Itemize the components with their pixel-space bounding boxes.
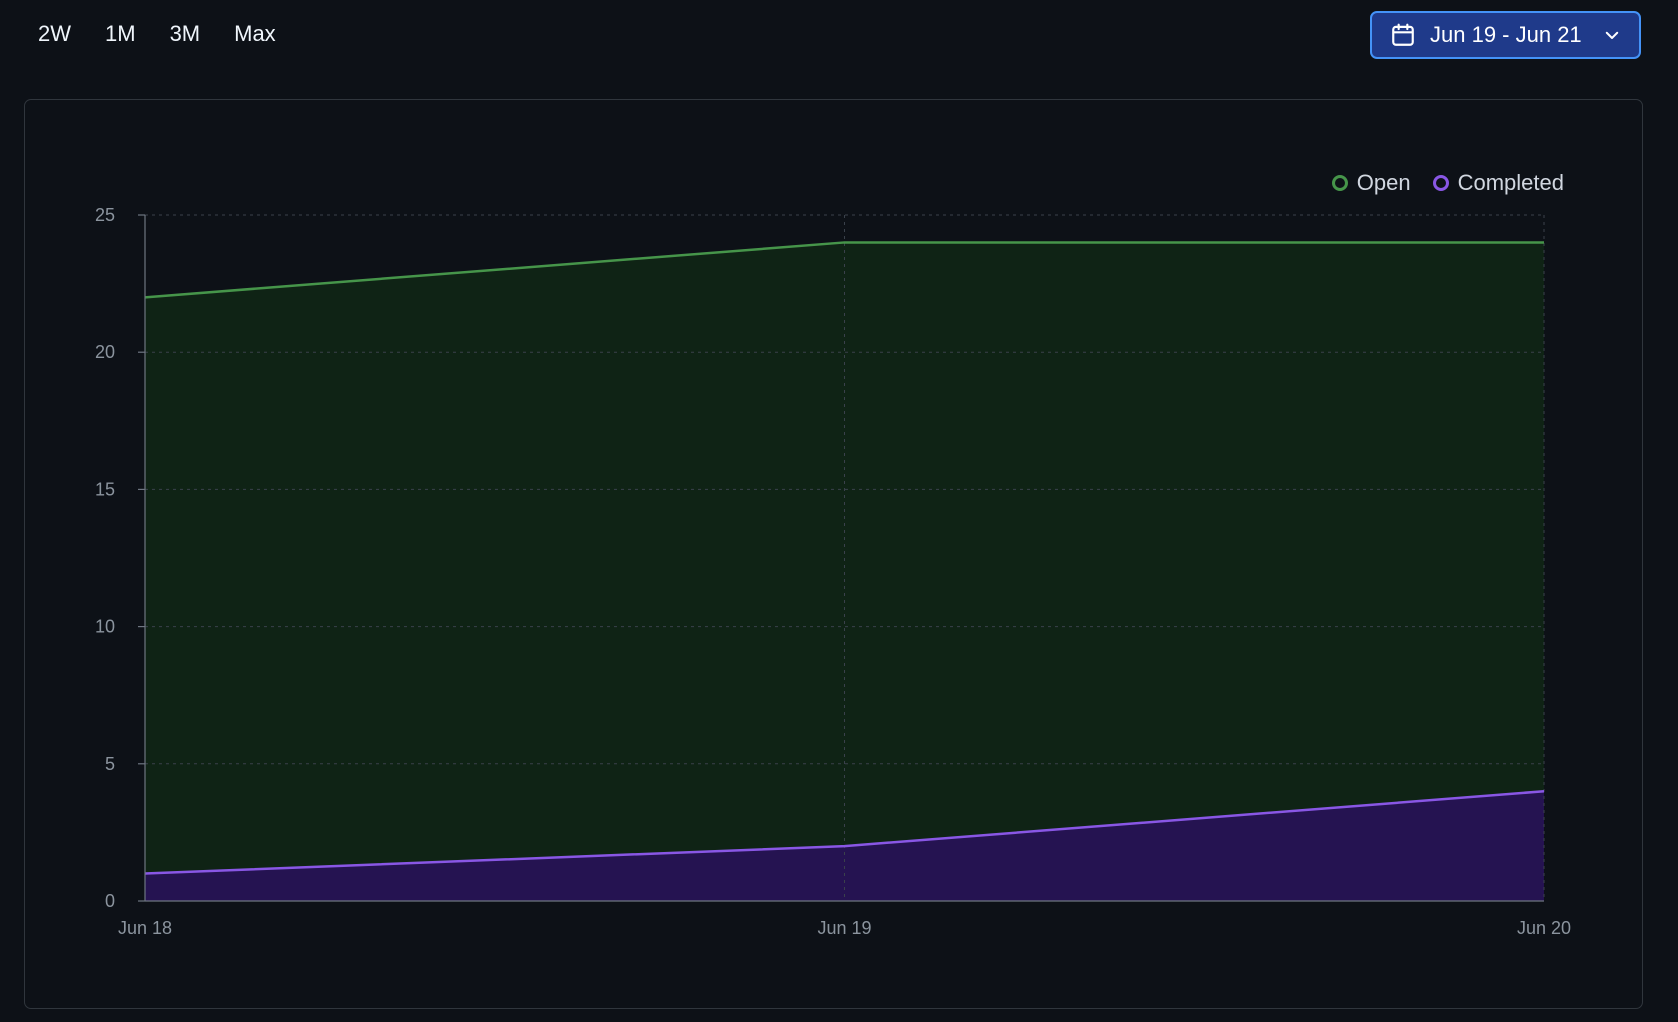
area-open <box>145 242 1544 901</box>
y-tick-label: 20 <box>95 342 115 362</box>
x-tick-label: Jun 18 <box>118 918 172 938</box>
legend-label: Open <box>1356 170 1411 195</box>
y-tick-label: 10 <box>95 617 115 637</box>
legend-swatch <box>1432 175 1449 191</box>
chart-legend: Open Completed <box>1331 170 1564 196</box>
date-range-label: Jun 19 - Jun 21 <box>1430 22 1582 47</box>
date-range-picker[interactable]: Jun 19 - Jun 21 <box>1370 11 1641 59</box>
y-tick-label: 0 <box>105 891 115 911</box>
y-tick-label: 5 <box>105 754 115 774</box>
calendar-icon <box>1392 23 1414 46</box>
series-line-open <box>144 241 1544 299</box>
range-tabs: 2W 1M 3M Max <box>24 14 296 54</box>
legend-item-completed[interactable]: Completed <box>1432 170 1564 196</box>
toolbar: 2W 1M 3M Max Jun 19 - Jun 21 <box>0 0 1678 80</box>
range-tab-2w[interactable]: 2W <box>24 14 85 54</box>
chevron-down-icon <box>1605 31 1619 39</box>
legend-label: Completed <box>1457 170 1564 195</box>
y-tick-label: 25 <box>95 205 115 225</box>
x-tick-label: Jun 19 <box>817 918 871 938</box>
area-chart: 0 5 10 15 20 25 Jun 18 Jun 19 Jun 20 <box>95 205 1571 938</box>
range-tab-max[interactable]: Max <box>220 14 290 54</box>
range-tab-1m[interactable]: 1M <box>91 14 150 54</box>
legend-item-open[interactable]: Open <box>1331 170 1411 196</box>
chart-card: 0 5 10 15 20 25 Jun 18 Jun 19 Jun 20 Open Complet… <box>24 99 1643 1009</box>
series-line-completed <box>144 789 1545 875</box>
legend-swatch <box>1331 175 1348 191</box>
x-tick-label: Jun 20 <box>1517 918 1571 938</box>
range-tab-3m[interactable]: 3M <box>156 14 215 54</box>
y-tick-label: 15 <box>95 479 115 499</box>
